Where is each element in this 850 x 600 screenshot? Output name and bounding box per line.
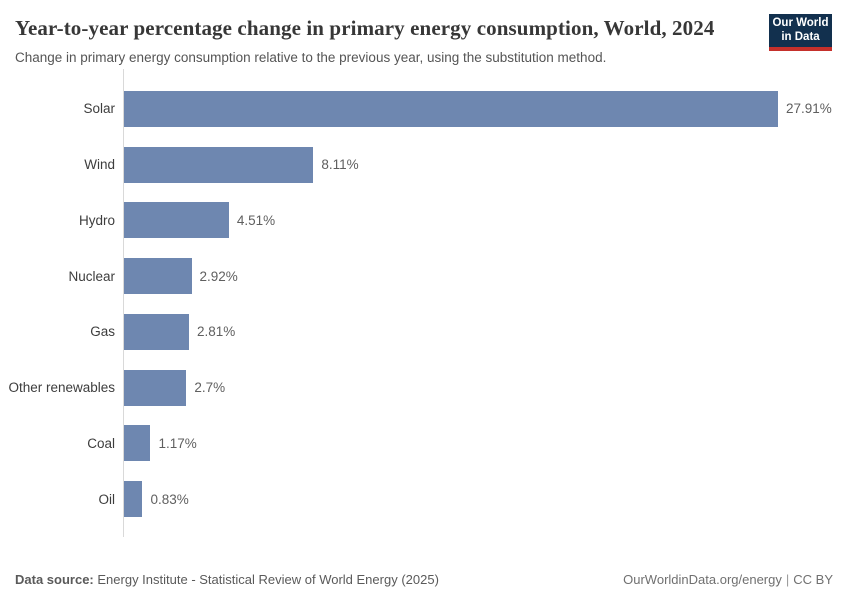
bar-track: 2.81% (123, 313, 850, 350)
bar-row: Gas 2.81% (8, 304, 850, 360)
value-label: 2.81% (196, 324, 236, 340)
chart-footer: Data source: Energy Institute - Statisti… (15, 572, 833, 587)
credit-line: OurWorldinData.org/energy | CC BY (623, 572, 833, 587)
bar[interactable] (123, 258, 192, 295)
page-title: Year-to-year percentage change in primar… (15, 16, 715, 40)
bar-track: 0.83% (123, 481, 850, 518)
value-label: 2.7% (194, 380, 226, 396)
bar-track: 2.7% (123, 369, 850, 406)
bar-track: 1.17% (123, 425, 850, 462)
category-label: Coal (87, 435, 115, 451)
bar-row: Nuclear 2.92% (8, 248, 850, 304)
category-label: Wind (84, 157, 115, 173)
bar-row: Oil 0.83% (8, 471, 850, 527)
owid-logo-line2: in Data (781, 30, 820, 43)
bar[interactable] (123, 369, 187, 406)
owid-logo-line1: Our World (772, 17, 829, 29)
bar[interactable] (123, 90, 778, 127)
category-label: Hydro (78, 212, 115, 228)
chart-header: Year-to-year percentage change in primar… (0, 0, 850, 65)
value-label: 27.91% (786, 101, 832, 117)
bar-track: 2.92% (123, 258, 850, 295)
value-label: 2.92% (199, 268, 238, 284)
bar-chart: Solar 27.91% Wind 8.11% Hydro 4.51% Nuclear 2.9… (8, 69, 850, 537)
credit-separator: | (785, 572, 790, 587)
data-source: Data source: Energy Institute - Statisti… (15, 572, 439, 587)
bar-row: Other renewables 2.7% (8, 360, 850, 416)
value-label: 0.83% (150, 491, 189, 507)
license-label: CC BY (793, 572, 833, 587)
bar-track: 8.11% (123, 146, 850, 183)
bar[interactable] (123, 146, 314, 183)
category-label: Nuclear (68, 268, 115, 284)
y-axis-line (123, 69, 124, 537)
category-label: Gas (90, 324, 115, 340)
owid-url: OurWorldinData.org/energy (623, 572, 782, 587)
bar[interactable] (123, 481, 143, 518)
bar[interactable] (123, 313, 189, 350)
bar-row: Wind 8.11% (8, 137, 850, 193)
bar[interactable] (123, 202, 229, 239)
bar-row: Hydro 4.51% (8, 193, 850, 249)
data-source-text: Energy Institute - Statistical Review of… (97, 572, 439, 587)
bar-row: Coal 1.17% (8, 416, 850, 472)
chart-area: Solar 27.91% Wind 8.11% Hydro 4.51% Nuclear 2.9… (0, 69, 850, 537)
data-source-label: Data source: (15, 572, 94, 587)
bar-track: 4.51% (123, 202, 850, 239)
bar-rows: Solar 27.91% Wind 8.11% Hydro 4.51% Nuclear 2.9… (8, 81, 850, 527)
category-label: Solar (83, 101, 115, 117)
category-label: Oil (98, 491, 116, 507)
value-label: 1.17% (158, 435, 197, 451)
owid-logo: Our World in Data (769, 14, 832, 51)
category-label: Other renewables (8, 380, 115, 396)
bar-track: 27.91% (123, 90, 850, 127)
value-label: 4.51% (236, 212, 276, 228)
chart-subtitle: Change in primary energy consumption rel… (15, 50, 607, 65)
bar-row: Solar 27.91% (8, 81, 850, 137)
value-label: 8.11% (321, 157, 359, 173)
bar[interactable] (123, 425, 151, 462)
